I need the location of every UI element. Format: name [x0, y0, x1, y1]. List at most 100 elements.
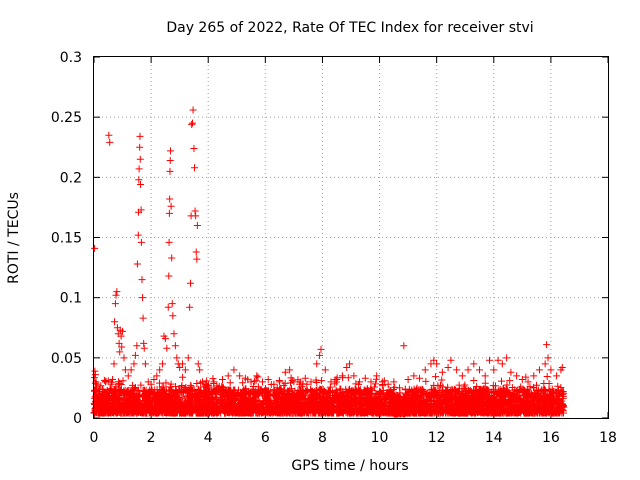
data-point-0-145 — [453, 366, 461, 374]
data-point-0-153 — [494, 356, 502, 364]
x-tick-label-3: 6 — [261, 430, 270, 446]
data-point-0-159 — [524, 378, 532, 386]
data-point-0-163 — [543, 341, 551, 349]
data-point-0-76 — [176, 363, 184, 371]
data-point-cloud — [90, 373, 568, 418]
data-point-0-94 — [196, 366, 204, 374]
data-point-0-69 — [168, 254, 176, 262]
data-point-0-27 — [120, 354, 128, 362]
data-point-0-125 — [350, 372, 358, 380]
data-point-0-78 — [181, 366, 189, 374]
data-point-0-39 — [136, 143, 144, 151]
y-tick-label-5: 0.25 — [51, 110, 82, 126]
data-point-0-59 — [163, 344, 171, 352]
data-point-0-30 — [127, 366, 135, 374]
data-point-0-107 — [264, 375, 272, 383]
data-point-0-50 — [141, 360, 149, 368]
data-point-0-17 — [112, 291, 120, 299]
data-point-0-135 — [404, 375, 412, 383]
data-point-0-48 — [140, 339, 148, 347]
data-point-0-15 — [111, 318, 119, 326]
axis-ticks: 0 2 4 6 8 10 12 14 16 18 0 0.05 0.1 0.15 0.2 0.25 0.3 — [51, 50, 617, 446]
data-point-0-0 — [91, 244, 99, 252]
data-point-0-162 — [541, 360, 549, 368]
data-point-0-68 — [167, 202, 175, 210]
data-point-0-21 — [115, 339, 123, 347]
chart-title: Day 265 of 2022, Rate Of TEC Index for r… — [166, 20, 533, 36]
data-points — [90, 106, 568, 418]
x-tick-label-1: 2 — [147, 430, 156, 446]
data-point-0-151 — [485, 356, 493, 364]
data-point-0-115 — [307, 378, 315, 386]
data-point-0-70 — [168, 300, 176, 308]
x-tick-label-0: 0 — [90, 430, 99, 446]
data-point-0-79 — [184, 354, 192, 362]
data-point-0-67 — [167, 147, 175, 155]
data-point-0-56 — [159, 360, 167, 368]
data-point-0-1 — [91, 367, 99, 375]
data-point-0-14 — [110, 360, 118, 368]
data-point-0-164 — [544, 354, 552, 362]
data-point-0-26 — [119, 327, 127, 335]
data-point-0-77 — [179, 360, 187, 368]
data-point-0-137 — [416, 374, 424, 382]
data-point-0-93 — [194, 360, 202, 368]
data-point-0-46 — [139, 294, 147, 302]
data-point-0-102 — [236, 372, 244, 380]
data-point-0-90 — [192, 248, 200, 256]
x-tick-label-5: 10 — [371, 430, 389, 446]
data-point-0-154 — [498, 360, 506, 368]
data-point-0-150 — [481, 372, 489, 380]
data-point-0-142 — [438, 368, 446, 376]
data-point-0-110 — [281, 368, 289, 376]
data-point-0-111 — [286, 366, 294, 374]
data-point-0-72 — [170, 330, 178, 338]
x-tick-label-6: 12 — [428, 430, 446, 446]
data-point-0-160 — [530, 372, 538, 380]
data-point-0-66 — [166, 156, 174, 164]
data-point-0-112 — [290, 378, 298, 386]
data-point-0-89 — [192, 212, 200, 220]
data-point-0-32 — [131, 351, 139, 359]
data-point-0-25 — [118, 343, 126, 351]
data-point-0-85 — [189, 106, 197, 114]
data-point-0-86 — [190, 144, 198, 152]
data-point-0-45 — [138, 276, 146, 284]
data-point-0-41 — [136, 155, 144, 163]
y-tick-label-1: 0.05 — [51, 351, 82, 367]
x-axis-label: GPS time / hours — [291, 458, 408, 474]
data-point-0-166 — [553, 372, 561, 380]
data-point-0-18 — [113, 288, 121, 296]
data-point-0-157 — [513, 372, 521, 380]
data-point-0-81 — [187, 279, 195, 287]
data-point-0-49 — [140, 344, 148, 352]
x-tick-label-4: 8 — [318, 430, 327, 446]
data-point-0-138 — [421, 366, 429, 374]
data-point-0-22 — [116, 348, 124, 356]
data-point-0-64 — [166, 195, 174, 203]
data-point-0-42 — [137, 181, 145, 189]
data-point-0-29 — [124, 372, 132, 380]
data-point-0-54 — [153, 372, 161, 380]
data-point-0-91 — [193, 255, 201, 263]
data-point-0-61 — [165, 272, 173, 280]
data-point-0-65 — [166, 167, 174, 175]
data-point-0-155 — [503, 354, 511, 362]
data-point-0-87 — [191, 164, 199, 172]
data-point-0-144 — [447, 356, 455, 364]
data-point-0-62 — [165, 238, 173, 246]
data-point-0-116 — [313, 360, 321, 368]
x-tick-label-8: 16 — [542, 430, 560, 446]
data-point-0-92 — [193, 221, 201, 229]
y-tick-label-3: 0.15 — [51, 231, 82, 247]
data-point-0-119 — [321, 366, 329, 374]
data-point-0-8 — [101, 378, 109, 386]
data-point-0-149 — [476, 366, 483, 374]
y-tick-label-0: 0 — [73, 411, 82, 427]
data-point-0-71 — [169, 312, 177, 320]
data-point-0-152 — [490, 366, 498, 374]
data-point-0-161 — [535, 366, 543, 374]
data-point-0-132 — [390, 378, 398, 386]
data-point-0-37 — [135, 176, 143, 184]
data-point-0-35 — [134, 231, 142, 239]
